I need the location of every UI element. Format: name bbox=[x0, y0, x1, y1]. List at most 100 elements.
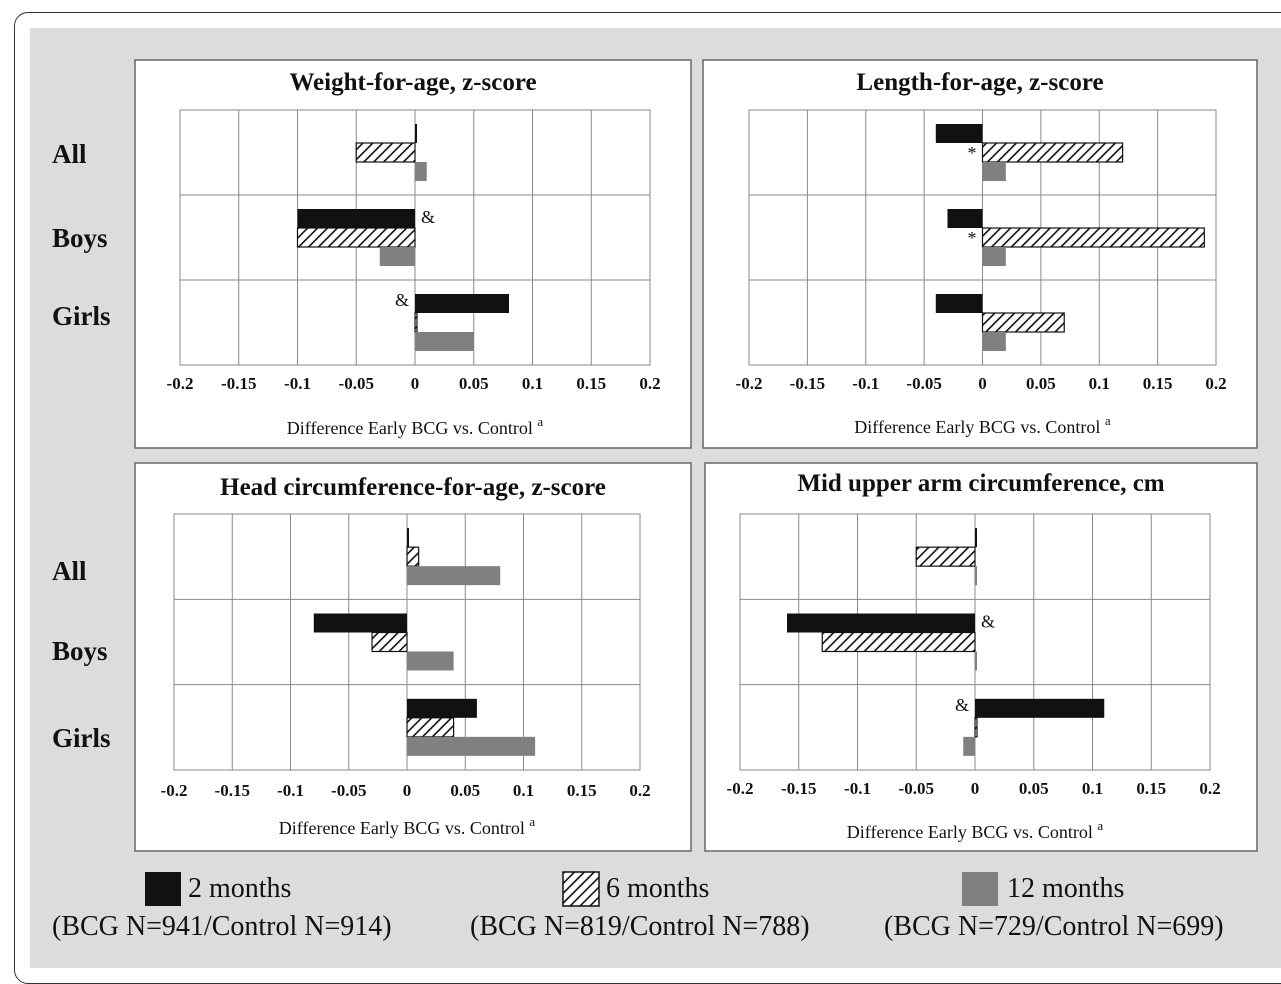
legend-sample-size: (BCG N=941/Control N=914) bbox=[52, 911, 392, 942]
x-axis-label-superscript: a bbox=[1105, 413, 1111, 428]
bar-2-months-all bbox=[407, 528, 409, 548]
bar-6-months-girls bbox=[974, 717, 978, 738]
x-axis-label: Difference Early BCG vs. Control a bbox=[279, 814, 536, 838]
bar-2-months-boys bbox=[787, 613, 975, 633]
legend-item-6-months: 6 months (BCG N=819/Control N=788) bbox=[470, 871, 810, 942]
bar-6-months-all bbox=[355, 142, 416, 163]
bar-12-months-girls bbox=[963, 736, 975, 756]
x-axis-label: Difference Early BCG vs. Control a bbox=[847, 818, 1104, 842]
x-tick-label: -0.05 bbox=[331, 781, 366, 800]
row-label-boys: Boys bbox=[52, 223, 108, 253]
x-tick-label: -0.2 bbox=[727, 779, 754, 798]
bar-12-months-boys bbox=[975, 651, 977, 671]
legend-swatch bbox=[962, 872, 998, 906]
bar-6-months-girls bbox=[406, 717, 455, 738]
significance-annotation: * bbox=[968, 143, 977, 163]
chart-panels: Weight-for-age, z-score -0.2 -0.15 -0.1 -0.0… bbox=[52, 59, 1258, 852]
bar-2-months-girls bbox=[407, 698, 477, 718]
x-tick-label: -0.15 bbox=[790, 374, 825, 393]
significance-annotation: & bbox=[981, 612, 995, 632]
x-tick-label: -0.15 bbox=[221, 374, 256, 393]
legend-swatch bbox=[145, 872, 181, 906]
x-axis-label-superscript: a bbox=[1097, 818, 1103, 833]
legend-sample-size: (BCG N=819/Control N=788) bbox=[470, 911, 810, 942]
x-axis-label-superscript: a bbox=[537, 414, 543, 429]
x-tick-label: -0.05 bbox=[906, 374, 941, 393]
x-tick-label: 0.2 bbox=[1205, 374, 1226, 393]
legend-item-12-months: 12 months (BCG N=729/Control N=699) bbox=[884, 872, 1224, 942]
bar-6-months-girls bbox=[981, 312, 1065, 333]
x-tick-label: -0.1 bbox=[844, 779, 871, 798]
bar-6-months-boys bbox=[296, 227, 416, 248]
x-tick-label: 0.15 bbox=[1143, 374, 1173, 393]
figure-canvas: Weight-for-age, z-score -0.2 -0.15 -0.1 -0.0… bbox=[52, 59, 1258, 942]
x-tick-label: -0.15 bbox=[781, 779, 816, 798]
x-tick-label: 0.15 bbox=[567, 781, 597, 800]
x-tick-label: 0.15 bbox=[576, 374, 606, 393]
x-axis-label: Difference Early BCG vs. Control a bbox=[854, 413, 1111, 437]
legend-sample-size: (BCG N=729/Control N=699) bbox=[884, 911, 1224, 942]
bar-2-months-boys bbox=[947, 209, 983, 228]
chart-panel-3: Head circumference-for-age, z-score -0.2 -… bbox=[52, 462, 692, 852]
x-tick-label: 0.2 bbox=[629, 781, 650, 800]
legend-label: 2 months bbox=[188, 873, 291, 904]
significance-annotation: & bbox=[955, 695, 969, 715]
bar-2-months-all bbox=[935, 124, 983, 143]
bar-6-months-boys bbox=[371, 631, 408, 653]
x-tick-label: -0.1 bbox=[852, 374, 879, 393]
x-tick-label: 0.1 bbox=[522, 374, 543, 393]
bar-6-months-girls bbox=[414, 312, 418, 333]
significance-annotation: & bbox=[421, 207, 435, 227]
x-tick-label: 0.1 bbox=[513, 781, 534, 800]
bar-2-months-boys bbox=[313, 613, 407, 633]
bar-12-months-all bbox=[975, 566, 977, 586]
chart-title: Weight-for-age, z-score bbox=[289, 69, 536, 96]
bar-12-months-boys bbox=[407, 651, 454, 671]
x-tick-label: -0.2 bbox=[736, 374, 763, 393]
chart-panel-2: Length-for-age, z-score -0.2 -0.15 -0.1 -0.0… bbox=[702, 59, 1258, 449]
chart-title: Head circumference-for-age, z-score bbox=[220, 474, 606, 501]
row-label-boys: Boys bbox=[52, 636, 108, 666]
significance-annotation: * bbox=[968, 228, 977, 248]
row-label-girls: Girls bbox=[52, 723, 111, 753]
x-tick-label: 0.2 bbox=[639, 374, 660, 393]
x-tick-label: 0 bbox=[971, 779, 980, 798]
bar-6-months-all bbox=[981, 142, 1124, 163]
chart-panel-4: Mid upper arm circumference, cm -0.2 -0.15… bbox=[704, 462, 1258, 852]
significance-annotation: & bbox=[395, 290, 409, 310]
x-tick-label: 0.15 bbox=[1136, 779, 1166, 798]
x-axis-label: Difference Early BCG vs. Control a bbox=[287, 414, 544, 438]
bar-6-months-boys bbox=[981, 227, 1205, 248]
chart-panel-1: Weight-for-age, z-score -0.2 -0.15 -0.1 -0.0… bbox=[52, 59, 692, 449]
chart-title: Length-for-age, z-score bbox=[856, 69, 1103, 96]
x-tick-label: -0.1 bbox=[284, 374, 311, 393]
bar-2-months-all bbox=[415, 124, 417, 143]
bar-12-months-boys bbox=[379, 247, 415, 266]
x-tick-label: 0.2 bbox=[1199, 779, 1220, 798]
x-tick-label: 0 bbox=[978, 374, 987, 393]
row-label-all: All bbox=[52, 139, 87, 169]
legend-swatch bbox=[562, 871, 600, 907]
row-label-all: All bbox=[52, 556, 87, 586]
x-axis-label-superscript: a bbox=[529, 814, 535, 829]
x-tick-label: -0.05 bbox=[899, 779, 934, 798]
x-tick-label: -0.15 bbox=[215, 781, 250, 800]
bar-6-months-boys bbox=[821, 631, 976, 653]
bar-2-months-girls bbox=[975, 698, 1105, 718]
bar-2-months-all bbox=[975, 528, 977, 548]
x-tick-label: 0.05 bbox=[459, 374, 489, 393]
bar-12-months-all bbox=[407, 566, 501, 586]
legend-label: 6 months bbox=[606, 873, 709, 904]
bar-2-months-girls bbox=[935, 294, 983, 313]
x-tick-label: -0.1 bbox=[277, 781, 304, 800]
x-tick-label: -0.2 bbox=[161, 781, 188, 800]
bar-12-months-girls bbox=[407, 736, 536, 756]
x-tick-label: 0.05 bbox=[1019, 779, 1049, 798]
x-tick-label: -0.2 bbox=[167, 374, 194, 393]
bar-2-months-girls bbox=[415, 294, 509, 313]
bar-12-months-all bbox=[982, 162, 1006, 181]
chart-title: Mid upper arm circumference, cm bbox=[797, 470, 1164, 497]
x-tick-label: -0.05 bbox=[339, 374, 374, 393]
bar-12-months-all bbox=[415, 162, 427, 181]
x-tick-label: 0.05 bbox=[450, 781, 480, 800]
